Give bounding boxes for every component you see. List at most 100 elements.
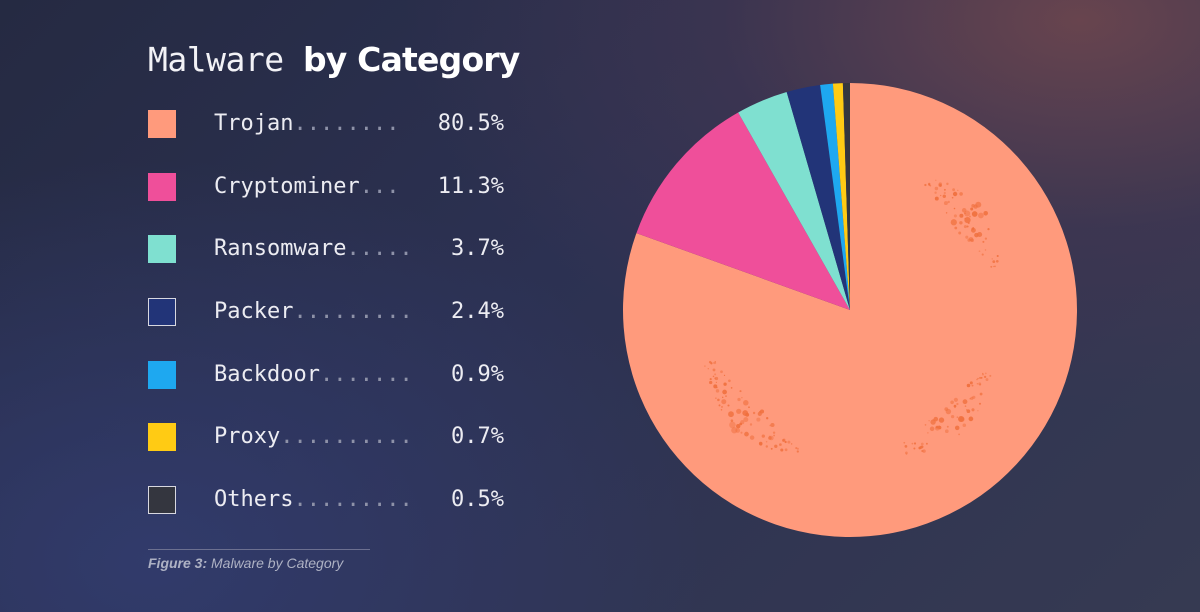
- speckle-dot: [956, 402, 959, 406]
- speckle-dot: [727, 404, 730, 407]
- speckle-dot: [966, 383, 971, 388]
- speckle-dot: [740, 431, 743, 434]
- legend-swatch: [148, 235, 176, 264]
- speckle-dot: [977, 377, 979, 380]
- speckle-dot: [958, 415, 965, 423]
- speckle-dot: [715, 381, 718, 384]
- speckle-dot: [989, 374, 992, 377]
- chart-title-light: Malware: [148, 40, 284, 79]
- speckle-dot: [952, 191, 958, 197]
- speckle-dot: [939, 184, 942, 187]
- speckle-dot: [953, 404, 957, 408]
- speckle-dot: [953, 397, 958, 402]
- legend-label: Backdoor: [214, 361, 320, 387]
- speckle-dot: [790, 443, 793, 445]
- speckle-dot: [782, 438, 786, 442]
- speckle-dot: [956, 416, 958, 418]
- speckle-dot: [725, 395, 727, 397]
- speckle-dot: [985, 378, 989, 382]
- speckle-dot: [748, 406, 750, 409]
- legend-item-ransomware: Ransomware..... 3.7%: [148, 230, 508, 293]
- speckle-dot: [927, 432, 929, 434]
- pie-slice-backdoor: [820, 83, 850, 310]
- speckle-dot: [979, 376, 982, 379]
- speckle-dot: [969, 215, 971, 218]
- speckle-dot: [990, 265, 993, 268]
- speckle-dot: [978, 402, 982, 405]
- speckle-dot: [991, 258, 993, 260]
- speckle-dot: [943, 188, 946, 191]
- legend-value: 80.5%: [437, 111, 504, 136]
- speckle-dot: [720, 405, 724, 408]
- speckle-dot: [934, 186, 939, 191]
- pie-slice-trojan: [623, 83, 1078, 537]
- speckle-dot: [919, 445, 923, 449]
- speckle-dot: [795, 447, 798, 450]
- speckle-dot: [958, 433, 960, 436]
- legend-leader-dots: .........: [293, 487, 413, 513]
- speckle-dot: [712, 368, 716, 372]
- speckle-dot: [962, 399, 968, 405]
- legend-item-backdoor: Backdoor....... 0.9%: [148, 356, 508, 419]
- speckle-dot: [741, 397, 743, 399]
- speckle-dot: [951, 196, 954, 199]
- speckle-dot: [730, 387, 733, 389]
- speckle-dot: [987, 228, 990, 231]
- speckle-dot: [721, 396, 724, 399]
- speckle-dot: [924, 424, 927, 426]
- speckle-dot: [944, 429, 949, 434]
- legend-swatch: [148, 423, 176, 452]
- pie-chart: [623, 82, 1078, 537]
- legend-label: Ransomware: [214, 236, 347, 262]
- speckle-dot: [969, 397, 971, 400]
- speckle-dot: [920, 442, 924, 446]
- legend-swatch: [148, 298, 176, 327]
- speckle-dot: [965, 235, 969, 239]
- speckle-dot: [968, 237, 974, 242]
- speckle-dot: [768, 436, 772, 440]
- speckle-dot: [946, 182, 949, 186]
- caption-text: Malware by Category: [211, 555, 344, 571]
- speckle-dot: [720, 370, 723, 374]
- legend-swatch: [148, 172, 176, 201]
- speckle-dot: [978, 212, 984, 219]
- speckle-dot: [940, 194, 942, 197]
- speckle-dot: [959, 213, 964, 218]
- speckle-dot: [707, 368, 709, 370]
- legend-leader-dots: .....: [346, 236, 413, 262]
- speckle-dot: [773, 434, 776, 437]
- speckle-dot: [752, 411, 756, 415]
- legend-label: Others: [214, 487, 294, 513]
- speckle-dot: [928, 420, 930, 422]
- speckle-dot: [954, 425, 960, 431]
- speckle-dot: [996, 254, 999, 258]
- speckle-dot: [943, 191, 946, 195]
- speckle-dot: [721, 399, 727, 405]
- legend-label: Trojan: [214, 111, 294, 136]
- speckle-dot: [774, 444, 778, 448]
- speckle-dot: [962, 423, 967, 428]
- speckle-dot: [935, 179, 937, 181]
- speckle-dot: [904, 445, 908, 448]
- speckle-dot: [765, 445, 768, 448]
- pie-speckle-texture: [704, 179, 999, 455]
- speckle-dot: [745, 412, 750, 417]
- speckle-dot: [964, 216, 971, 224]
- speckle-dot: [714, 361, 716, 363]
- speckle-dot: [743, 417, 749, 423]
- speckle-dot: [731, 427, 738, 434]
- figure-caption: Figure 3: Malware by Category: [148, 554, 343, 572]
- legend: Trojan........ 80.5% Cryptominer... 11.3…: [148, 105, 508, 544]
- speckle-dot: [723, 374, 726, 377]
- speckle-dot: [976, 383, 979, 385]
- speckle-dot: [929, 426, 935, 432]
- speckle-dot: [945, 212, 948, 214]
- speckle-dot: [978, 250, 981, 253]
- speckle-dot: [709, 380, 713, 385]
- speckle-dot: [713, 361, 717, 365]
- speckle-dot: [779, 443, 782, 446]
- speckle-dot: [784, 448, 788, 452]
- speckle-dot: [728, 411, 734, 418]
- legend-leader-dots: .......: [319, 361, 413, 387]
- speckle-dot: [979, 383, 982, 386]
